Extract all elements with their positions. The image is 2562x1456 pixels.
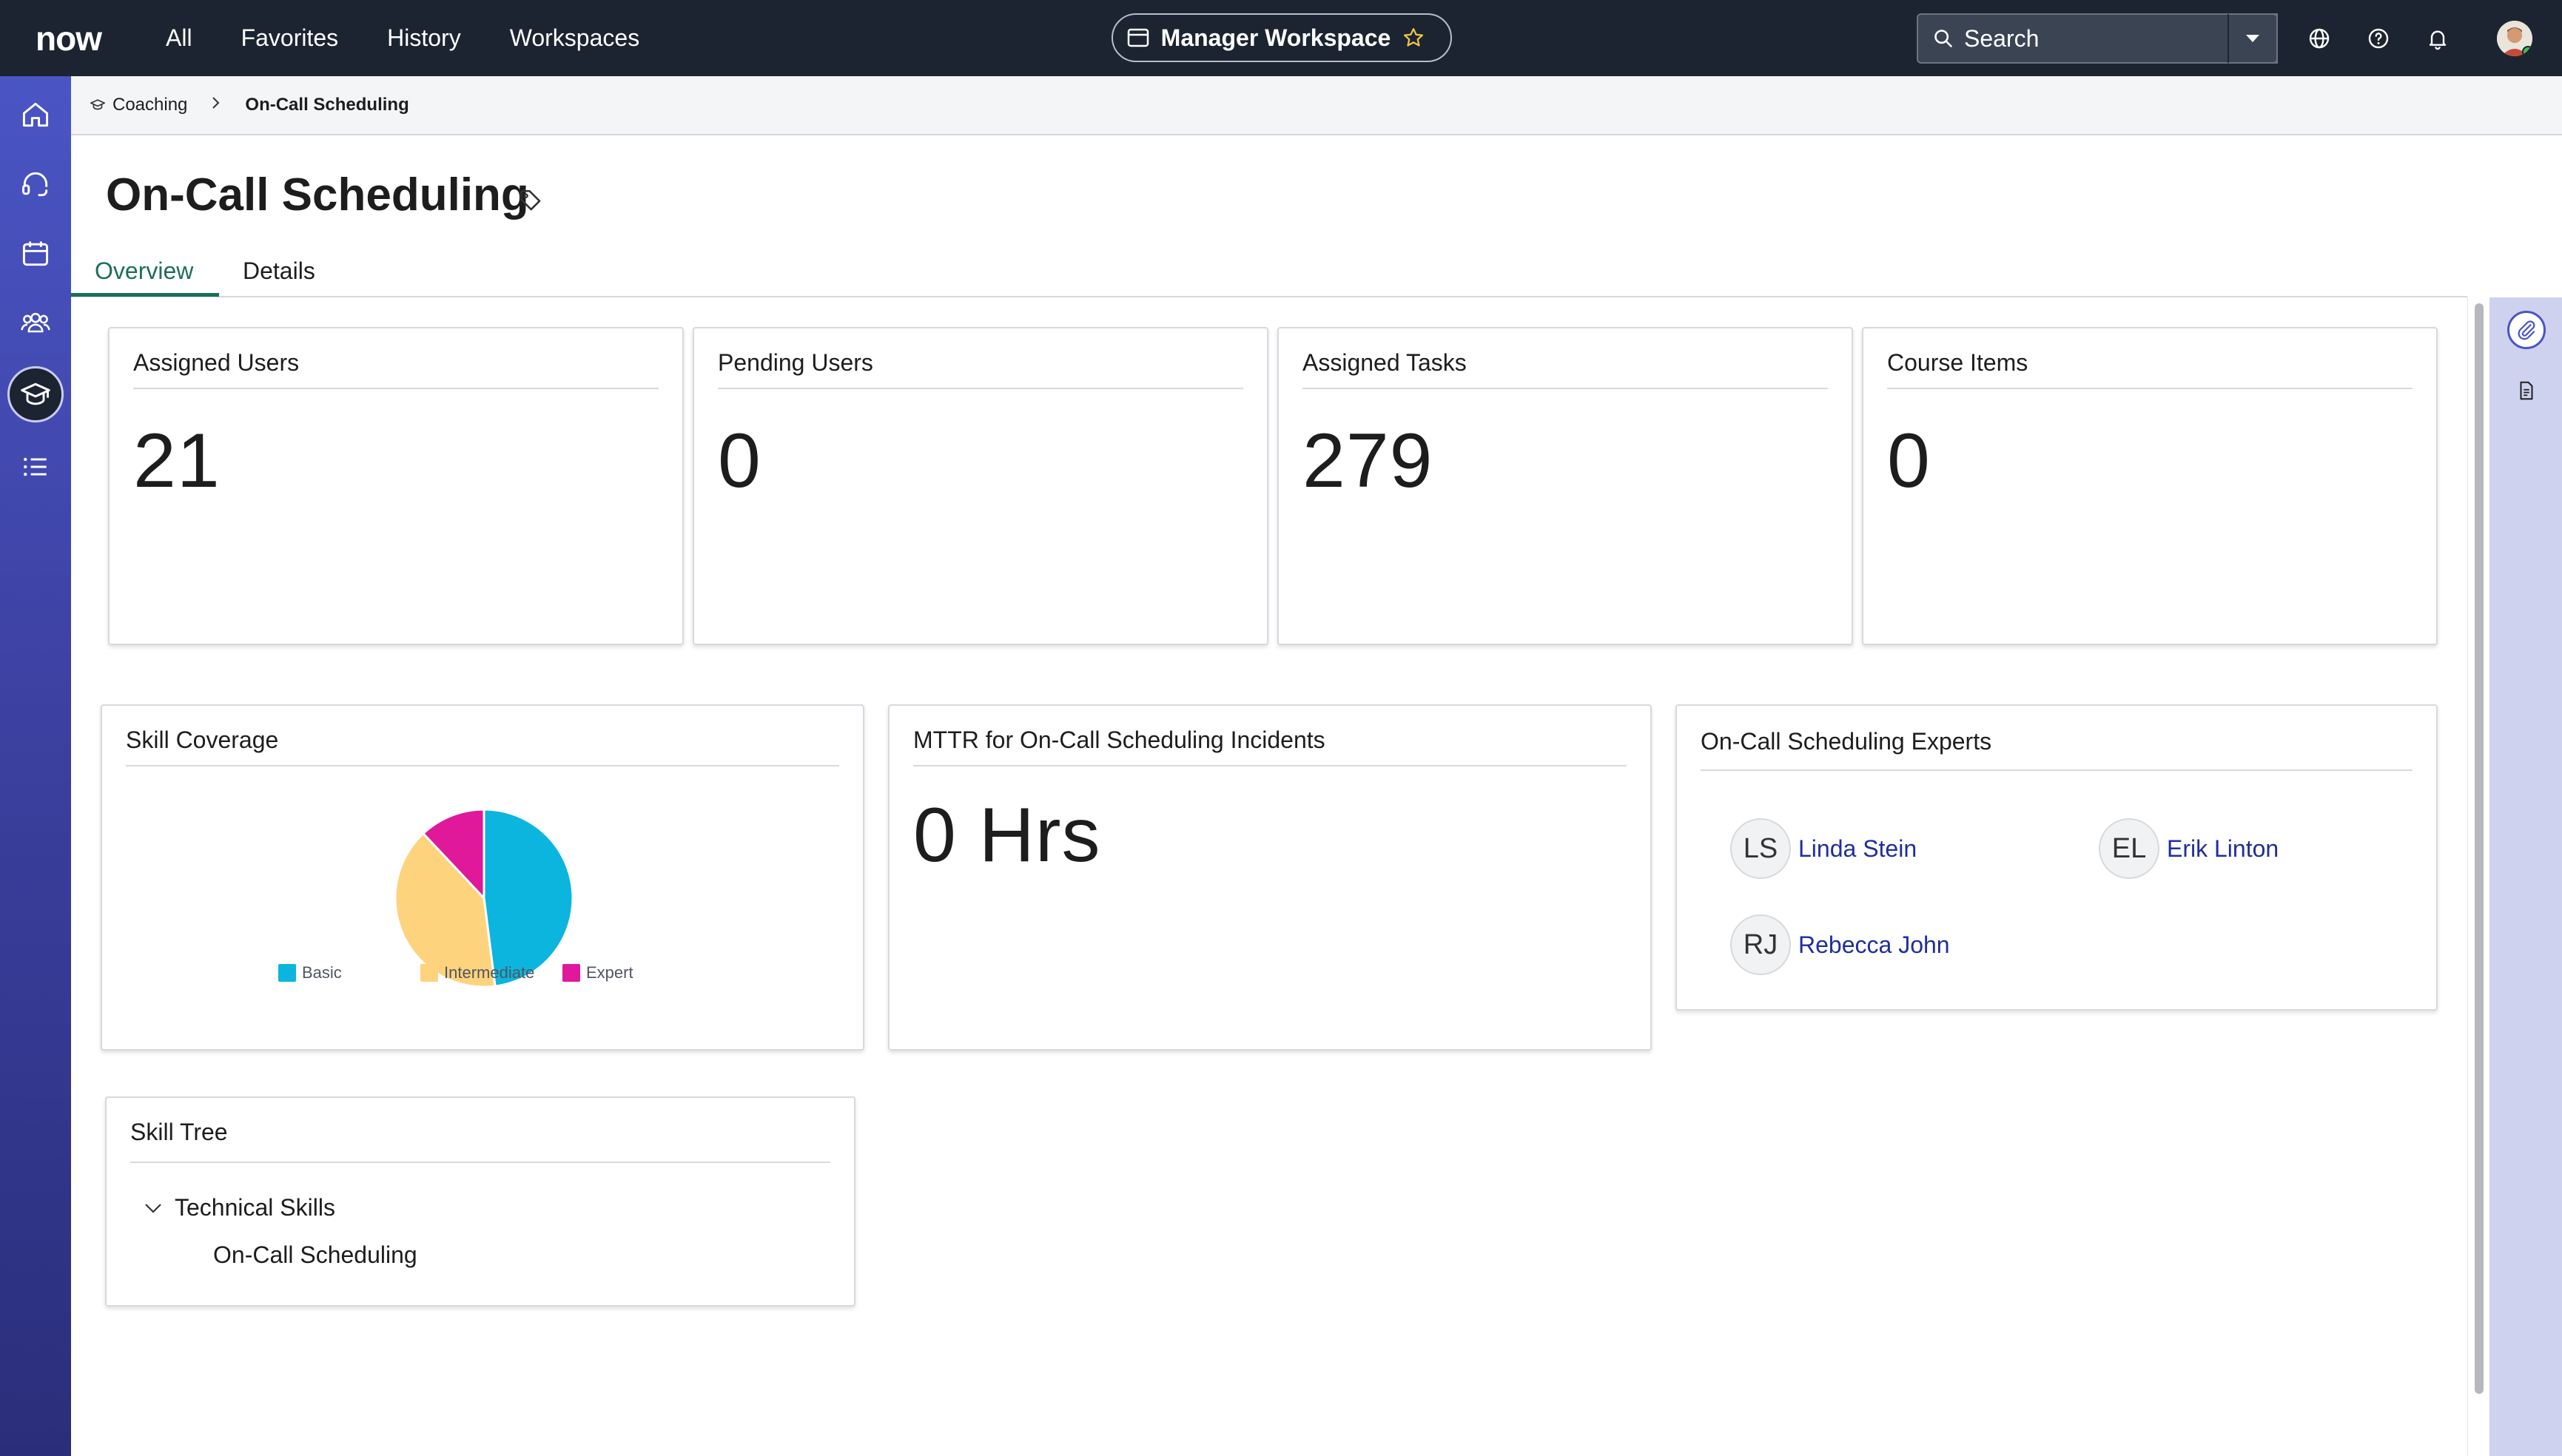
avatar: RJ: [1730, 914, 1791, 975]
kpi-card-pending-users[interactable]: Pending Users 0: [693, 327, 1268, 645]
page-title: On-Call Scheduling: [106, 169, 529, 220]
nav-workspaces[interactable]: Workspaces: [509, 24, 640, 51]
legend-swatch-basic: [278, 964, 296, 982]
expert-name-link[interactable]: Erik Linton: [2167, 835, 2279, 862]
expert-linda-stein[interactable]: LS Linda Stein: [1730, 818, 1917, 879]
headset-icon[interactable]: [12, 161, 59, 208]
chevron-right-icon: [211, 95, 221, 115]
nav-history[interactable]: History: [387, 24, 461, 51]
skill-coverage-title: Skill Coverage: [126, 727, 279, 753]
divider: [133, 388, 659, 389]
breadcrumb-coaching[interactable]: Coaching: [89, 95, 187, 115]
tab-details[interactable]: Details: [243, 257, 315, 284]
breadcrumb-coaching-label: Coaching: [112, 95, 188, 115]
skill-coverage-pie-chart: [394, 808, 574, 988]
star-icon[interactable]: [1402, 27, 1425, 49]
legend-item-intermediate[interactable]: Intermediate: [420, 963, 534, 983]
team-icon[interactable]: [12, 300, 59, 347]
expert-erik-linton[interactable]: EL Erik Linton: [2099, 818, 2279, 879]
divider: [1887, 388, 2413, 389]
avatar: EL: [2099, 818, 2159, 879]
skill-tree-card: Skill Tree Technical Skills On-Call Sche…: [105, 1096, 855, 1307]
breadcrumb: Coaching On-Call Scheduling: [71, 76, 2562, 135]
skill-tree-title: Skill Tree: [130, 1119, 228, 1145]
kpi-label: Course Items: [1887, 349, 2028, 376]
legend-swatch-intermediate: [420, 964, 438, 982]
bell-icon[interactable]: [2423, 24, 2452, 53]
help-icon[interactable]: [2364, 24, 2393, 53]
mttr-title: MTTR for On-Call Scheduling Incidents: [913, 727, 1325, 753]
divider: [718, 388, 1243, 389]
avatar: LS: [1730, 818, 1791, 879]
home-icon[interactable]: [12, 91, 59, 138]
search-input[interactable]: [1964, 24, 2260, 53]
list-icon[interactable]: [12, 443, 59, 491]
graduation-cap-icon: [90, 99, 105, 110]
calendar-icon[interactable]: [12, 230, 59, 277]
kpi-label: Assigned Users: [133, 349, 300, 376]
divider: [126, 765, 839, 766]
kpi-label: Assigned Tasks: [1302, 349, 1467, 376]
legend-item-expert[interactable]: Expert: [562, 963, 633, 983]
scrollbar-thumb[interactable]: [2475, 303, 2484, 1394]
tab-bar: Overview Details: [71, 244, 2467, 297]
contextual-side-panel: [2489, 297, 2562, 1456]
coaching-icon[interactable]: [7, 366, 64, 422]
search-scope-dropdown[interactable]: [2228, 13, 2278, 64]
kpi-value: 21: [133, 418, 221, 504]
nav-all[interactable]: All: [166, 24, 192, 51]
search-icon: [1934, 30, 1952, 47]
now-logo[interactable]: now: [36, 19, 102, 58]
globe-icon[interactable]: [2304, 24, 2334, 53]
divider: [130, 1162, 830, 1163]
kpi-card-assigned-tasks[interactable]: Assigned Tasks 279: [1277, 327, 1853, 645]
breadcrumb-current: On-Call Scheduling: [245, 95, 409, 115]
divider: [1701, 769, 2413, 771]
skill-coverage-card: Skill Coverage Basic Intermediate Expert: [101, 704, 864, 1051]
pie-slice-intermediate[interactable]: [394, 832, 497, 988]
document-icon[interactable]: [2507, 371, 2546, 410]
online-status-dot: [2522, 46, 2532, 56]
expert-rebecca-john[interactable]: RJ Rebecca John: [1730, 914, 1950, 975]
kpi-card-course-items[interactable]: Course Items 0: [1862, 327, 2438, 645]
nav-favorites[interactable]: Favorites: [241, 24, 339, 51]
kpi-value: 279: [1302, 418, 1433, 504]
top-bar: now All Favorites History Workspaces Man…: [0, 0, 2562, 76]
paperclip-icon[interactable]: [2507, 311, 2546, 349]
workspace-label: Manager Workspace: [1160, 24, 1391, 51]
window-icon: [1127, 28, 1149, 47]
legend-label-basic: Basic: [302, 963, 342, 982]
divider: [1302, 388, 1828, 389]
search-box[interactable]: [1917, 13, 2278, 64]
kpi-value: 0: [718, 418, 761, 504]
expert-name-link[interactable]: Linda Stein: [1798, 835, 1917, 862]
tab-overview[interactable]: Overview: [95, 257, 194, 284]
user-avatar[interactable]: [2497, 21, 2532, 56]
tree-node-on-call-scheduling[interactable]: On-Call Scheduling: [213, 1241, 417, 1268]
top-nav: All Favorites History Workspaces: [166, 0, 688, 76]
legend-label-intermediate: Intermediate: [444, 963, 535, 982]
experts-title: On-Call Scheduling Experts: [1701, 728, 1992, 755]
workspace-switcher[interactable]: Manager Workspace: [1112, 13, 1452, 62]
experts-card: On-Call Scheduling Experts LS Linda Stei…: [1675, 704, 2438, 1011]
kpi-value: 0: [1887, 418, 1931, 504]
legend-swatch-expert: [562, 964, 580, 982]
kpi-label: Pending Users: [718, 349, 873, 376]
legend-label-expert: Expert: [586, 963, 633, 982]
caret-down-icon: [2246, 35, 2259, 42]
left-rail: [0, 76, 71, 1456]
chevron-down-icon[interactable]: [144, 1201, 163, 1215]
active-tab-indicator: [71, 293, 219, 297]
tree-node-label: Technical Skills: [175, 1194, 335, 1221]
mttr-value: 0 Hrs: [913, 792, 1101, 878]
mttr-card[interactable]: MTTR for On-Call Scheduling Incidents 0 …: [888, 704, 1652, 1051]
pie-slice-basic[interactable]: [483, 808, 574, 988]
expert-name-link[interactable]: Rebecca John: [1798, 931, 1950, 958]
tag-icon[interactable]: [518, 188, 543, 217]
pie-slice-expert[interactable]: [421, 808, 485, 901]
divider: [913, 765, 1627, 766]
kpi-card-assigned-users[interactable]: Assigned Users 21: [108, 327, 684, 645]
tree-node-technical-skills[interactable]: Technical Skills: [144, 1194, 335, 1221]
legend-item-basic[interactable]: Basic: [278, 963, 342, 983]
